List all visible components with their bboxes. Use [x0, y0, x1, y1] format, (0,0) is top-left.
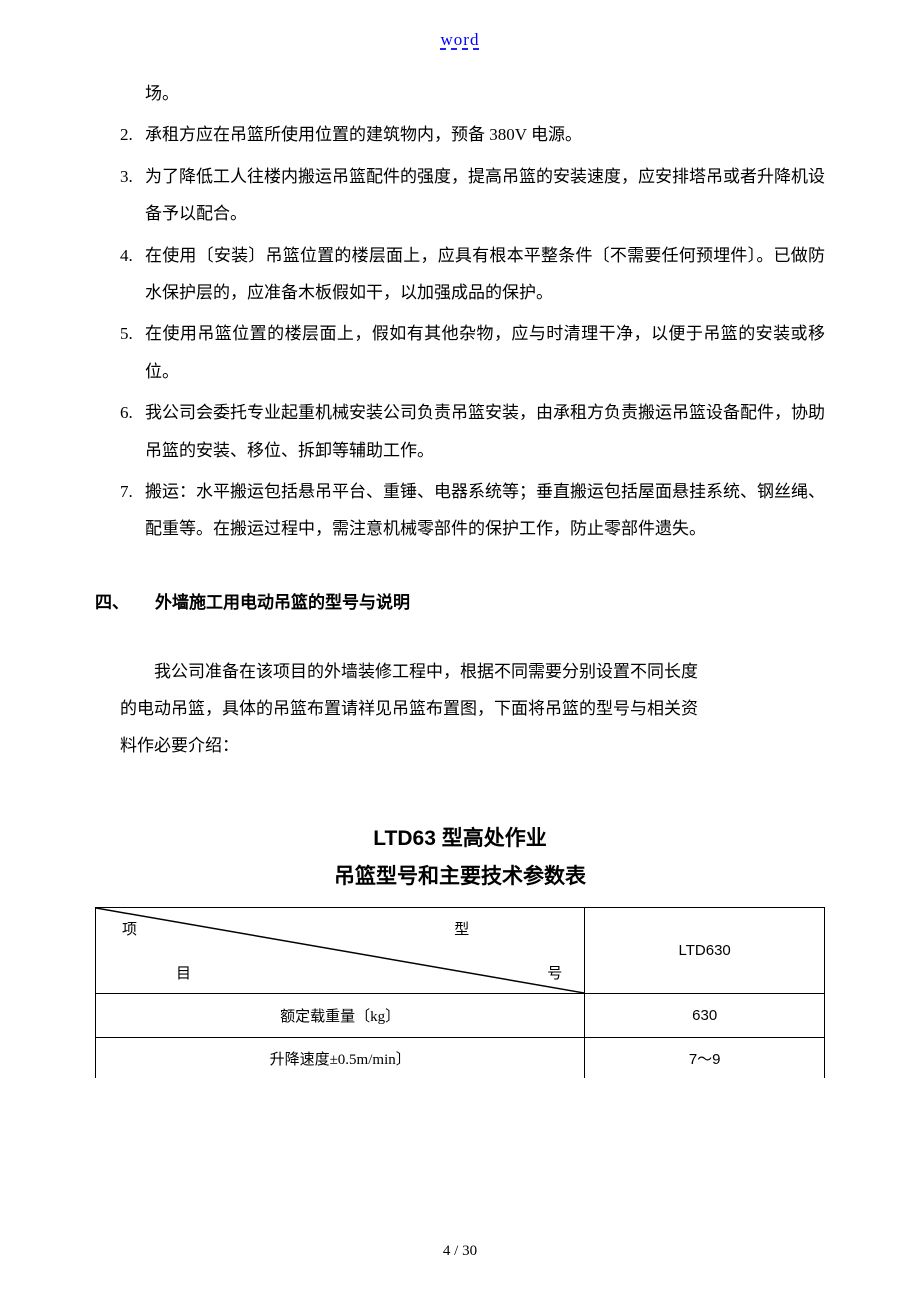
item-number: 7.: [120, 473, 145, 548]
item1-continuation: 场。: [95, 75, 825, 112]
table-title-line2: 吊篮型号和主要技术参数表: [95, 858, 825, 896]
list-item: 3. 为了降低工人往楼内搬运吊篮配件的强度，提高吊篮的安装速度，应安排塔吊或者升…: [95, 158, 825, 233]
doc-header-word: word: [95, 30, 825, 50]
row-label-cell: 额定载重量〔kg〕: [96, 994, 585, 1038]
diagonal-header-cell: 项 型 目 号: [96, 908, 585, 994]
row-value-cell: 630: [585, 994, 825, 1038]
page-footer: 4 / 30: [0, 1243, 920, 1260]
diag-label-model-1: 型: [454, 918, 469, 939]
table-title: LTD63 型高处作业 吊篮型号和主要技术参数表: [95, 820, 825, 896]
row-label-cell: 升降速度±0.5m/min〕: [96, 1038, 585, 1078]
section4-para-line3: 料作必要介绍：: [95, 727, 825, 764]
table-title-line1: LTD63 型高处作业: [95, 820, 825, 858]
model-header-cell: LTD630: [585, 908, 825, 994]
item-text: 在使用〔安装〕吊篮位置的楼层面上，应具有根本平整条件〔不需要任何预埋件〕。已做防…: [145, 237, 825, 312]
diag-label-item-1: 项: [122, 918, 137, 939]
item-text: 承租方应在吊篮所使用位置的建筑物内，预备 380V 电源。: [145, 116, 825, 153]
section4-heading: 四、 外墙施工用电动吊篮的型号与说明: [95, 588, 825, 613]
list-item: 2. 承租方应在吊篮所使用位置的建筑物内，预备 380V 电源。: [95, 116, 825, 153]
numbered-list: 2. 承租方应在吊篮所使用位置的建筑物内，预备 380V 电源。 3. 为了降低…: [95, 116, 825, 547]
item-number: 5.: [120, 315, 145, 390]
param-table: 项 型 目 号 LTD630 额定载重量〔kg〕 630 升降速度±0.5m/m…: [95, 907, 825, 1078]
item-text: 我公司会委托专业起重机械安装公司负责吊篮安装，由承租方负责搬运吊篮设备配件，协助…: [145, 394, 825, 469]
item-text: 为了降低工人往楼内搬运吊篮配件的强度，提高吊篮的安装速度，应安排塔吊或者升降机设…: [145, 158, 825, 233]
diag-label-item-2: 目: [176, 962, 191, 983]
list-item: 6. 我公司会委托专业起重机械安装公司负责吊篮安装，由承租方负责搬运吊篮设备配件…: [95, 394, 825, 469]
item-text: 在使用吊篮位置的楼层面上，假如有其他杂物，应与时清理干净，以便于吊篮的安装或移位…: [145, 315, 825, 390]
table-header-row: 项 型 目 号 LTD630: [96, 908, 825, 994]
table-row: 额定载重量〔kg〕 630: [96, 994, 825, 1038]
diagonal-line-icon: [96, 908, 584, 993]
item-number: 4.: [120, 237, 145, 312]
table-row: 升降速度±0.5m/min〕 7～9: [96, 1038, 825, 1078]
diag-label-model-2: 号: [547, 962, 562, 983]
section4-para-line2: 的电动吊篮，具体的吊篮布置请祥见吊篮布置图，下面将吊篮的型号与相关资: [95, 690, 825, 727]
section-number: 四、: [95, 588, 155, 613]
list-item: 4. 在使用〔安装〕吊篮位置的楼层面上，应具有根本平整条件〔不需要任何预埋件〕。…: [95, 237, 825, 312]
list-item: 7. 搬运：水平搬运包括悬吊平台、重锤、电器系统等；垂直搬运包括屋面悬挂系统、钢…: [95, 473, 825, 548]
item-number: 3.: [120, 158, 145, 233]
section4-para-line1: 我公司准备在该项目的外墙装修工程中，根据不同需要分别设置不同长度: [95, 653, 825, 690]
item-text: 搬运：水平搬运包括悬吊平台、重锤、电器系统等；垂直搬运包括屋面悬挂系统、钢丝绳、…: [145, 473, 825, 548]
item-number: 6.: [120, 394, 145, 469]
list-item: 5. 在使用吊篮位置的楼层面上，假如有其他杂物，应与时清理干净，以便于吊篮的安装…: [95, 315, 825, 390]
section-title: 外墙施工用电动吊篮的型号与说明: [155, 588, 410, 613]
item-number: 2.: [120, 116, 145, 153]
row-value-cell: 7～9: [585, 1038, 825, 1078]
